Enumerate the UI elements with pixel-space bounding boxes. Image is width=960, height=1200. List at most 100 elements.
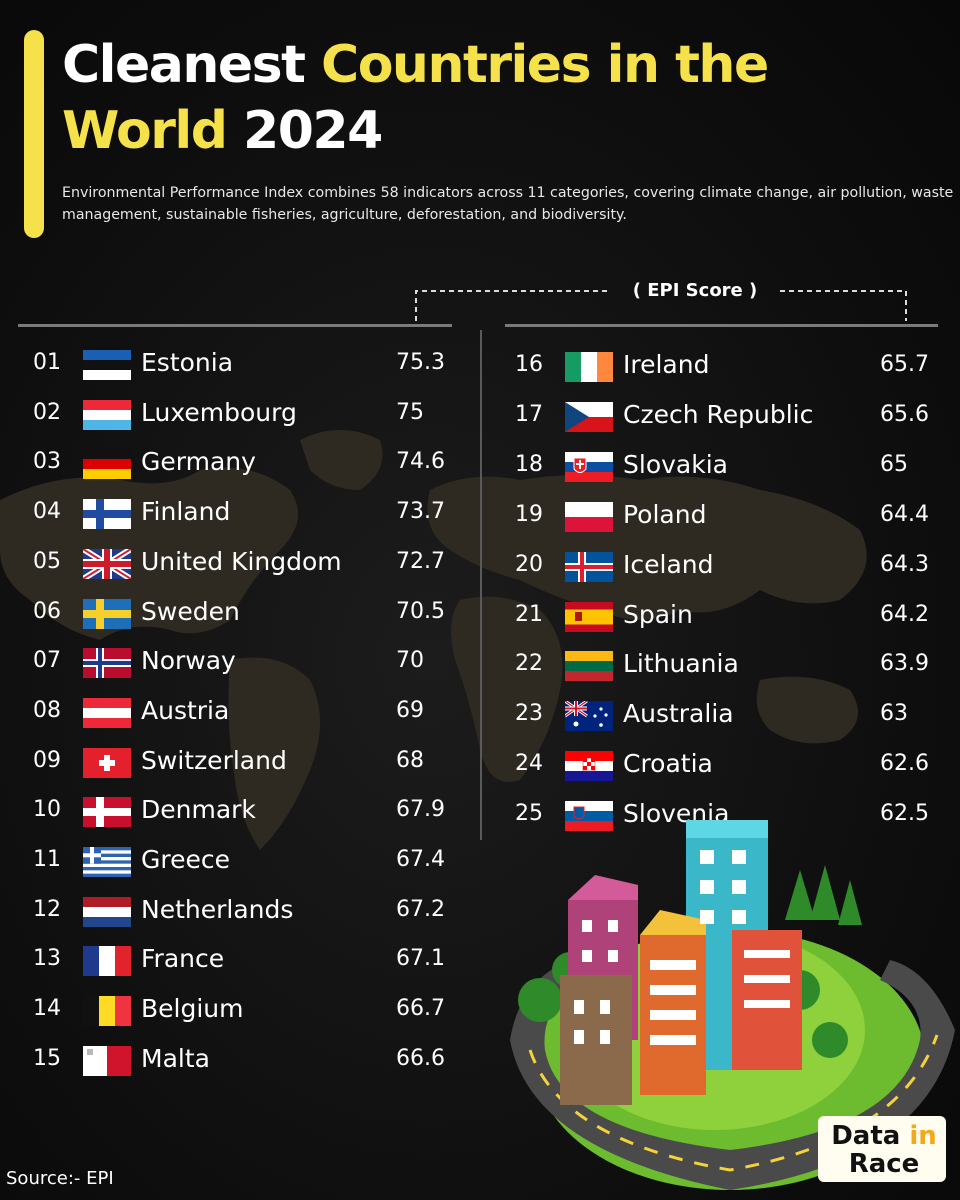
table-row: 19 Poland 64.4	[515, 495, 935, 535]
epi-score-value: 69	[396, 691, 424, 731]
table-row: 07 Norway 70	[33, 641, 453, 681]
table-row: 01 Estonia 75.3	[33, 343, 453, 383]
epi-score-value: 73.7	[396, 492, 445, 532]
table-row: 03 Germany 74.6	[33, 442, 453, 482]
epi-score-value: 75	[396, 393, 424, 433]
iceland-flag-icon	[565, 552, 613, 582]
country-name: Germany	[141, 442, 256, 482]
rank-number: 09	[33, 741, 61, 781]
norway-flag-icon	[83, 648, 131, 678]
rank-number: 22	[515, 644, 543, 684]
table-row: 16 Ireland 65.7	[515, 345, 935, 385]
title-part-3: World	[62, 101, 226, 161]
rank-number: 06	[33, 592, 61, 632]
brand-word-in: in	[900, 1121, 936, 1151]
country-name: Czech Republic	[623, 395, 813, 435]
country-name: Malta	[141, 1039, 210, 1079]
epi-score-value: 70.5	[396, 592, 445, 632]
epi-score-value: 65.7	[880, 345, 929, 385]
country-name: Greece	[141, 840, 230, 880]
source-note: Source:- EPI	[6, 1168, 114, 1189]
rank-number: 20	[515, 545, 543, 585]
country-name: Estonia	[141, 343, 233, 383]
accent-bar	[24, 30, 44, 238]
switzerland-flag-icon	[83, 748, 131, 778]
epi-score-value: 62.6	[880, 744, 929, 784]
luxembourg-flag-icon	[83, 400, 131, 430]
rank-number: 17	[515, 395, 543, 435]
united-kingdom-flag-icon	[83, 549, 131, 579]
estonia-flag-icon	[83, 350, 131, 380]
table-row: 24 Croatia 62.6	[515, 744, 935, 784]
brand-word-race: Race	[849, 1149, 920, 1179]
country-name: Slovakia	[623, 445, 728, 485]
country-name: Lithuania	[623, 644, 739, 684]
table-row: 14 Belgium 66.7	[33, 989, 453, 1029]
epi-score-value: 67.4	[396, 840, 445, 880]
czech-republic-flag-icon	[565, 402, 613, 432]
country-name: Ireland	[623, 345, 709, 385]
sweden-flag-icon	[83, 599, 131, 629]
epi-score-value: 75.3	[396, 343, 445, 383]
country-name: Iceland	[623, 545, 713, 585]
greece-flag-icon	[83, 847, 131, 877]
denmark-flag-icon	[83, 797, 131, 827]
rank-number: 03	[33, 442, 61, 482]
rank-number: 23	[515, 694, 543, 734]
rank-number: 13	[33, 939, 61, 979]
rank-number: 18	[515, 445, 543, 485]
table-row: 06 Sweden 70.5	[33, 592, 453, 632]
netherlands-flag-icon	[83, 897, 131, 927]
epi-score-value: 67.1	[396, 939, 445, 979]
epi-score-value: 72.7	[396, 542, 445, 582]
rank-number: 11	[33, 840, 61, 880]
title-part-2: Countries in the	[321, 35, 768, 95]
country-name: Switzerland	[141, 741, 287, 781]
country-name: Australia	[623, 694, 734, 734]
epi-score-value: 67.9	[396, 790, 445, 830]
table-row: 22 Lithuania 63.9	[515, 644, 935, 684]
epi-score-value: 64.4	[880, 495, 929, 535]
title-part-1: Cleanest	[62, 35, 321, 95]
country-name: Finland	[141, 492, 230, 532]
table-row: 20 Iceland 64.3	[515, 545, 935, 585]
rank-number: 02	[33, 393, 61, 433]
subtitle: Environmental Performance Index combines…	[62, 182, 954, 226]
malta-flag-icon	[83, 1046, 131, 1076]
table-row: 13 France 67.1	[33, 939, 453, 979]
country-name: France	[141, 939, 224, 979]
table-row: 15 Malta 66.6	[33, 1039, 453, 1079]
rank-number: 10	[33, 790, 61, 830]
rank-number: 01	[33, 343, 61, 383]
title-part-4: 2024	[226, 101, 381, 161]
page-title: Cleanest Countries in the World 2024	[62, 32, 922, 164]
country-name: Spain	[623, 595, 693, 635]
epi-score-value: 64.2	[880, 595, 929, 635]
epi-score-value: 66.6	[396, 1039, 445, 1079]
column-separator	[480, 330, 482, 840]
table-row: 04 Finland 73.7	[33, 492, 453, 532]
epi-score-value: 74.6	[396, 442, 445, 482]
rank-number: 12	[33, 890, 61, 930]
rank-number: 08	[33, 691, 61, 731]
rank-number: 19	[515, 495, 543, 535]
table-row: 10 Denmark 67.9	[33, 790, 453, 830]
finland-flag-icon	[83, 499, 131, 529]
epi-score-value: 65	[880, 445, 908, 485]
epi-score-label: ( EPI Score )	[615, 280, 775, 301]
germany-flag-icon	[83, 449, 131, 479]
rank-number: 14	[33, 989, 61, 1029]
poland-flag-icon	[565, 502, 613, 532]
spain-flag-icon	[565, 602, 613, 632]
rank-number: 16	[515, 345, 543, 385]
table-row: 21 Spain 64.2	[515, 595, 935, 635]
brand-word-data: Data	[831, 1121, 900, 1151]
table-row: 02 Luxembourg 75	[33, 393, 453, 433]
country-name: Poland	[623, 495, 706, 535]
epi-score-value: 66.7	[396, 989, 445, 1029]
epi-score-value: 65.6	[880, 395, 929, 435]
country-name: Austria	[141, 691, 229, 731]
country-name: Luxembourg	[141, 393, 297, 433]
rank-number: 05	[33, 542, 61, 582]
